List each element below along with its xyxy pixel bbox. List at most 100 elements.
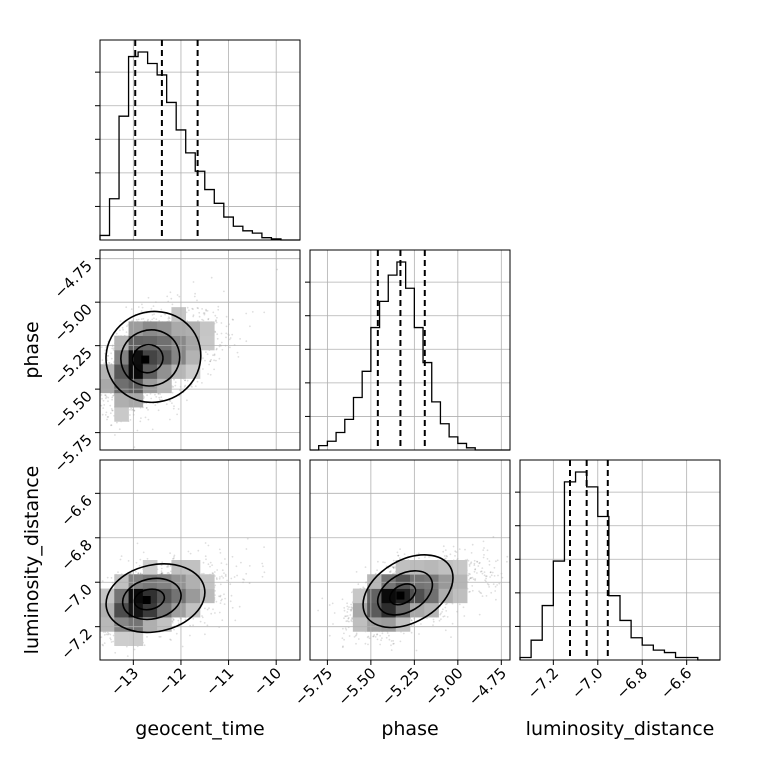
scatter-point [212, 608, 214, 611]
scatter-point [249, 325, 251, 328]
scatter-point [226, 579, 229, 582]
scatter-point [140, 310, 143, 312]
scatter-point [114, 651, 117, 654]
scatter-point [136, 542, 139, 545]
scatter-point [214, 314, 217, 317]
scatter-point [107, 400, 109, 403]
scatter-point [110, 352, 112, 355]
scatter-point [222, 577, 225, 579]
scatter-point [450, 636, 452, 638]
scatter-point [230, 577, 233, 580]
scatter-point [107, 416, 110, 418]
scatter-point [110, 424, 112, 427]
scatter-point [207, 373, 210, 375]
scatter-point [130, 308, 133, 310]
scatter-point [351, 608, 353, 610]
scatter-point [139, 572, 142, 575]
scatter-point [189, 624, 192, 627]
scatter-point [147, 318, 150, 321]
scatter-point [160, 564, 163, 567]
scatter-point [137, 306, 140, 308]
scatter-point [473, 562, 476, 565]
scatter-point [106, 576, 109, 579]
scatter-point [122, 328, 124, 331]
scatter-point [213, 571, 216, 573]
scatter-point [173, 378, 175, 381]
scatter-point [444, 549, 447, 551]
scatter-point [470, 552, 473, 554]
scatter-point [135, 318, 138, 321]
scatter-point [160, 570, 163, 573]
scatter-point [233, 576, 236, 578]
scatter-point [331, 602, 334, 605]
scatter-point [362, 586, 365, 589]
scatter-point [136, 429, 139, 432]
scatter-point [189, 634, 191, 637]
scatter-point [261, 562, 264, 565]
scatter-point [388, 634, 390, 637]
scatter-point [146, 320, 149, 322]
scatter-point [161, 572, 164, 574]
scatter-point [235, 565, 238, 568]
scatter-point [485, 595, 488, 597]
scatter-point [481, 595, 484, 597]
scatter-point [133, 648, 136, 651]
scatter-point [350, 603, 352, 606]
scatter-point [221, 619, 224, 622]
scatter-point [192, 281, 195, 283]
scatter-point [215, 348, 218, 351]
scatter-point [169, 552, 172, 554]
scatter-point [470, 561, 473, 564]
scatter-point [223, 603, 226, 605]
scatter-point [178, 389, 181, 391]
scatter-point [140, 417, 142, 419]
scatter-point [351, 617, 354, 620]
scatter-point [102, 407, 105, 409]
scatter-point [110, 638, 112, 641]
scatter-point [452, 545, 455, 548]
scatter-point [231, 333, 234, 336]
scatter-point [206, 353, 209, 356]
scatter-point [471, 585, 474, 587]
scatter-point [350, 591, 353, 594]
scatter-point [106, 359, 109, 362]
scatter-point [160, 572, 163, 574]
scatter-point [439, 613, 442, 616]
scatter-point [231, 555, 234, 558]
scatter-point [399, 557, 401, 559]
scatter-point [493, 575, 496, 577]
scatter-point [160, 308, 163, 311]
scatter-point [171, 620, 174, 623]
scatter-point [209, 565, 211, 568]
scatter-point [127, 560, 130, 562]
scatter-point [376, 638, 379, 641]
scatter-point [236, 351, 239, 354]
scatter-point [104, 394, 107, 397]
scatter-point [105, 397, 107, 400]
scatter-point [171, 391, 174, 394]
scatter-point [212, 572, 215, 575]
scatter-point [372, 635, 374, 638]
scatter-point [119, 329, 121, 332]
scatter-point [385, 636, 388, 639]
scatter-point [231, 318, 234, 321]
scatter-point [230, 594, 233, 597]
scatter-point [184, 384, 187, 387]
scatter-point [158, 320, 161, 322]
scatter-point [101, 359, 104, 361]
scatter-point [110, 408, 113, 410]
scatter-point [125, 331, 128, 333]
scatter-point [143, 396, 145, 398]
scatter-point [110, 424, 113, 426]
scatter-point [220, 562, 223, 564]
scatter-point [440, 618, 442, 621]
scatter-point [234, 619, 237, 622]
scatter-point [481, 572, 484, 575]
scatter-point [219, 552, 222, 554]
scatter-point [107, 633, 109, 636]
scatter-point [343, 609, 346, 612]
scatter-point [403, 553, 406, 555]
scatter-point [207, 563, 210, 566]
scatter-point [143, 644, 146, 647]
scatter-point [118, 428, 121, 431]
